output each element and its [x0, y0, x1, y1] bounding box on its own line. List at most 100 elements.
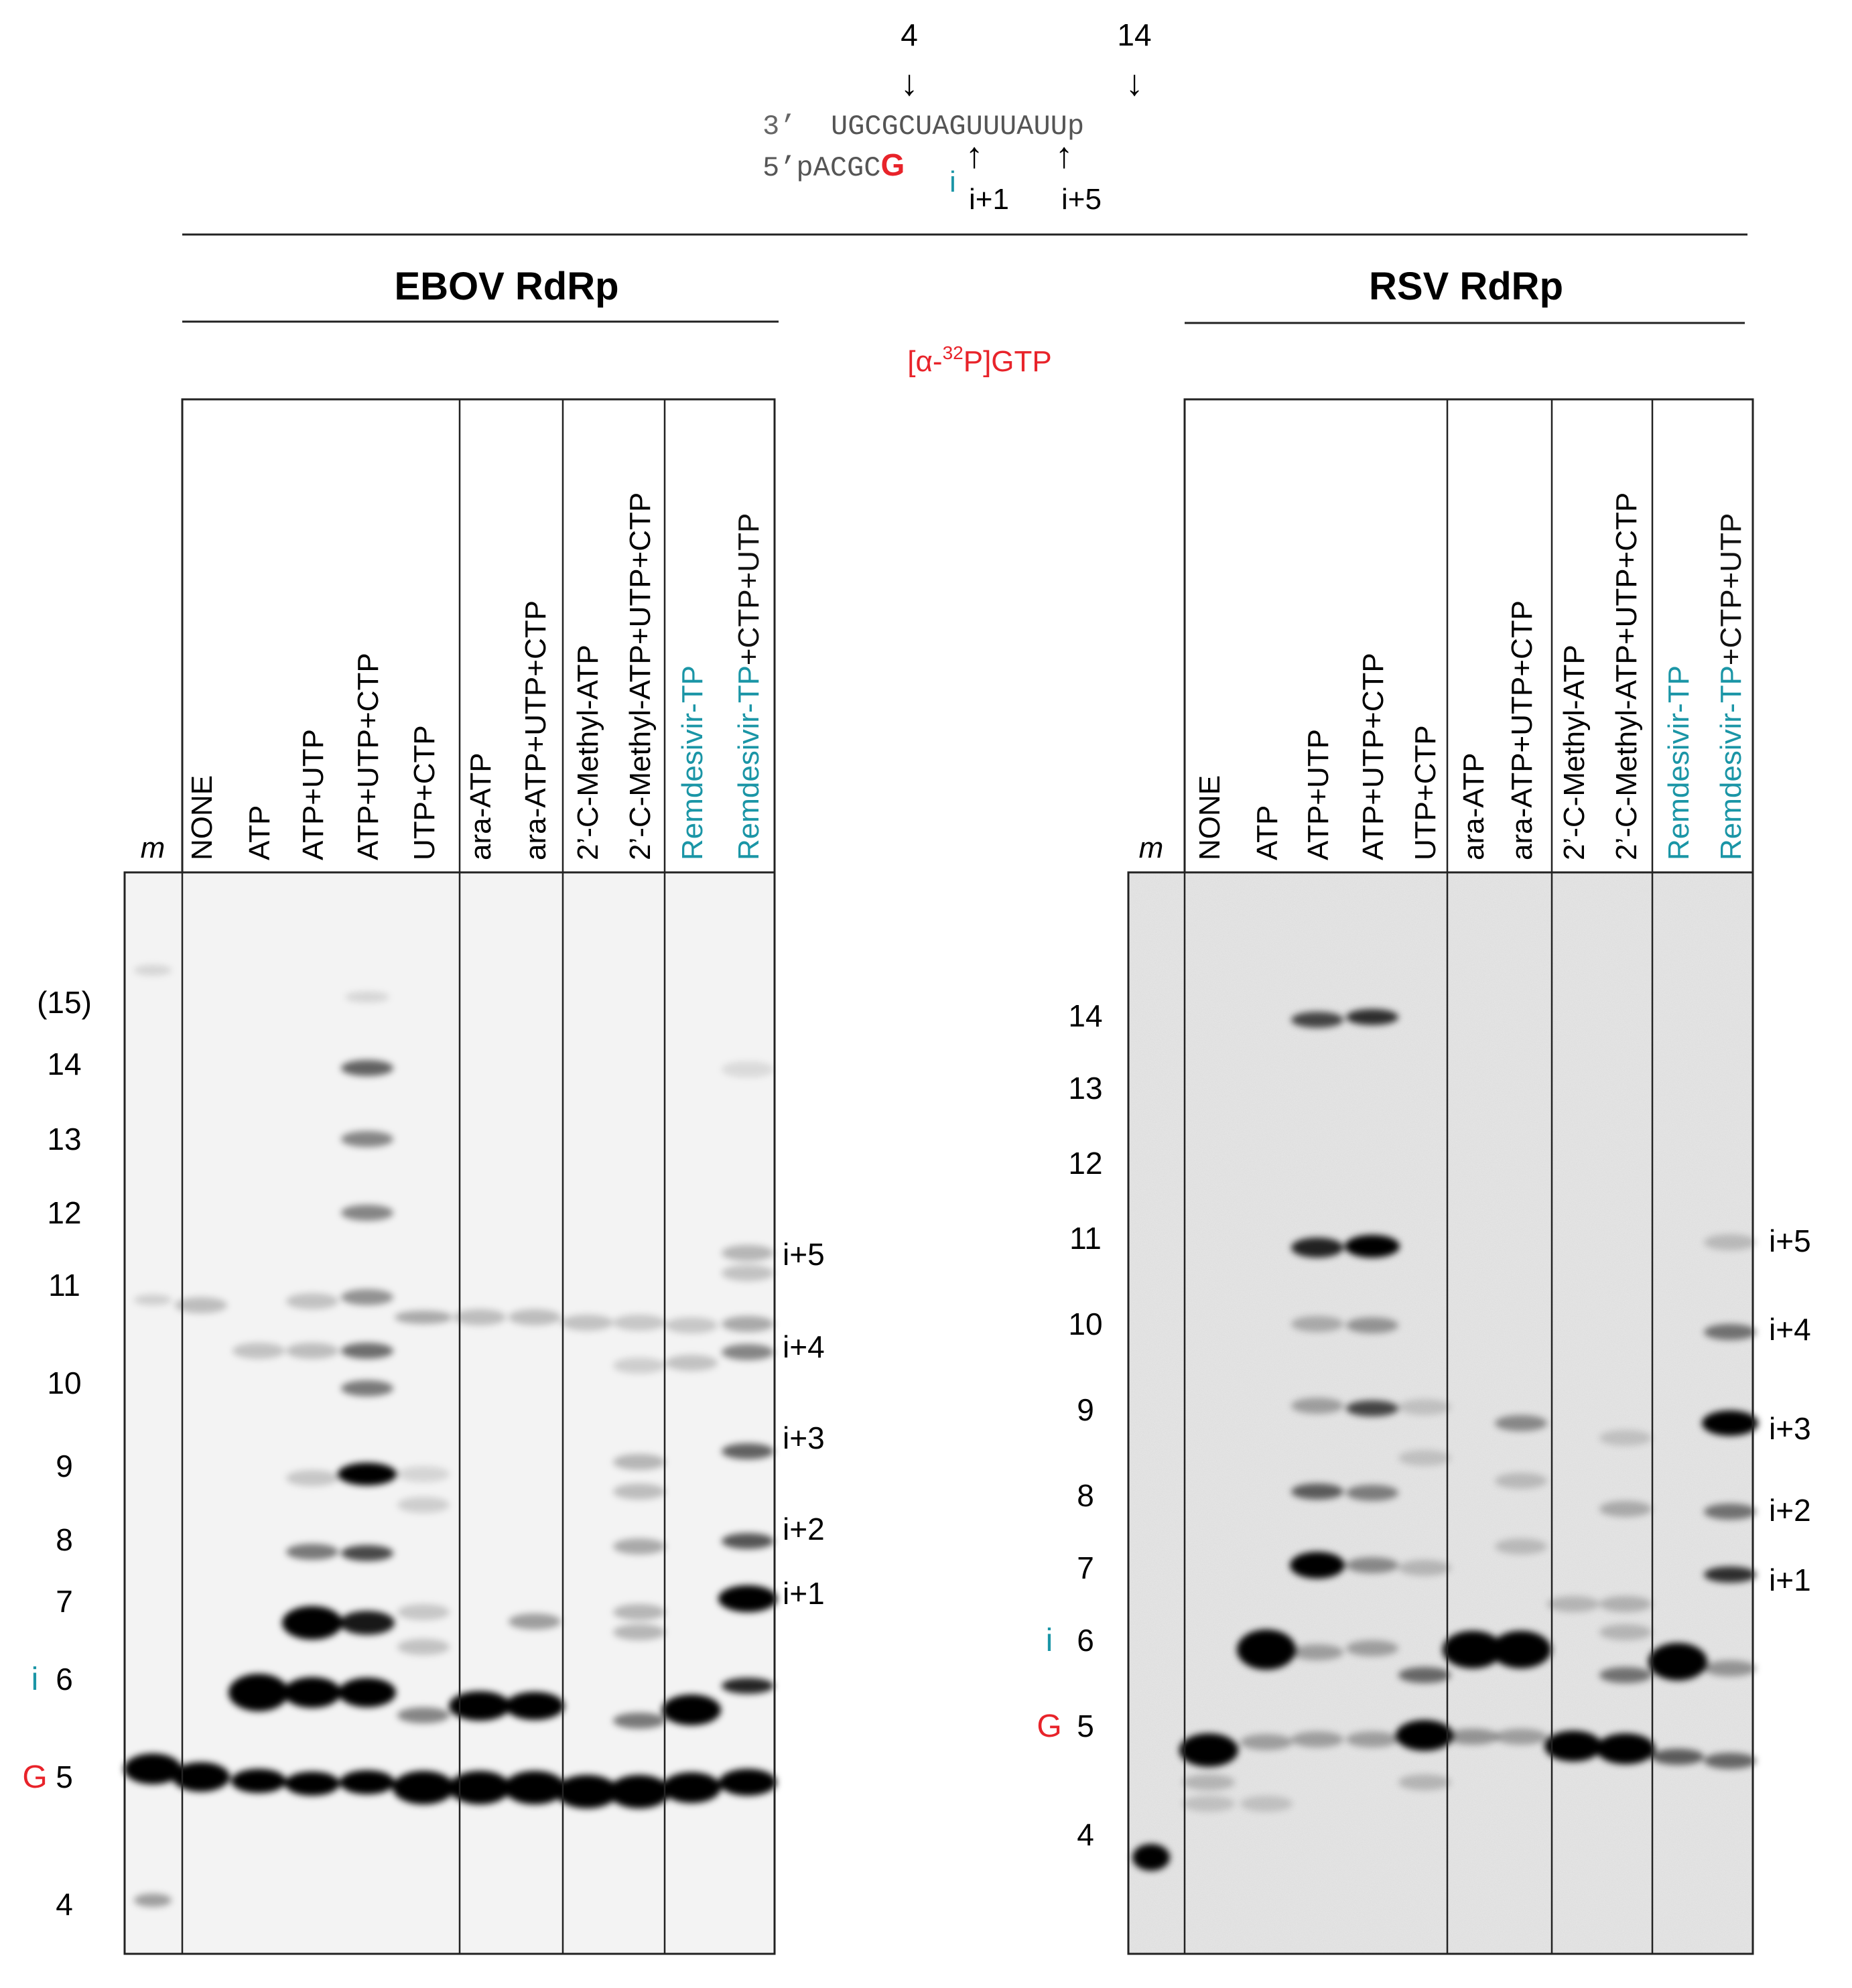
gel-band — [1599, 1430, 1652, 1446]
lane-label: Remdesivir-TP+CTP+UTP — [732, 513, 765, 860]
pos-4-label: 4 — [901, 17, 918, 52]
gel-band — [1132, 1844, 1170, 1871]
gel-band — [1346, 1317, 1398, 1333]
gel-band — [283, 1677, 341, 1708]
gel-bands — [124, 965, 777, 1907]
gel-band — [1183, 1774, 1235, 1790]
product-label: i+5 — [1769, 1223, 1811, 1258]
lane-label: ATP+UTP+CTP — [1357, 653, 1390, 860]
lane-label: ATP — [243, 805, 276, 860]
size-marker-label: 12 — [1068, 1146, 1102, 1181]
gel-band — [1291, 1483, 1343, 1500]
gel-band — [1346, 1640, 1398, 1656]
rsv-gel-panel: m NONE ATP ATP+UTP ATP+UTP+CTP UTP+CTP ara-ATP… — [1127, 398, 1758, 1955]
size-marker-label: 8 — [1077, 1478, 1094, 1513]
gel-band — [231, 1769, 286, 1793]
gel-band — [505, 1692, 564, 1720]
lane-label: 2’-C-Methyl-ATP — [1558, 645, 1591, 860]
size-marker-label: 4 — [56, 1887, 73, 1922]
gel-band — [662, 1772, 721, 1803]
lane-label: 2’-C-Methyl-ATP+UTP+CTP — [1610, 492, 1643, 860]
gel-band — [722, 1061, 774, 1077]
product-label: i+4 — [1769, 1312, 1811, 1347]
size-marker-label: 7 — [1077, 1550, 1094, 1585]
incorporation-site-marker: i — [1046, 1623, 1053, 1658]
size-marker-label: 13 — [47, 1122, 81, 1156]
gel-band — [1291, 1398, 1343, 1414]
ebov-gel-panel: m NONE ATP ATP+UTP ATP+UTP+CTP UTP+CTP ara-ATP… — [123, 398, 777, 1955]
gel-band — [1291, 1012, 1343, 1028]
gel-band — [397, 1466, 450, 1482]
gel-band — [341, 1380, 393, 1396]
pos-14-label: 14 — [1117, 17, 1151, 52]
gel-band — [449, 1771, 511, 1804]
lane-label-rest: +CTP+UTP — [1715, 513, 1747, 665]
gel-band — [341, 1289, 393, 1305]
i-plus-5-label: i+5 — [1061, 183, 1102, 216]
gel-band — [341, 1545, 393, 1561]
gel-band — [1291, 1731, 1343, 1747]
lane-label-analog: Remdesivir-TP — [676, 665, 709, 860]
gel-band — [1495, 1473, 1547, 1489]
gel-band — [397, 1497, 450, 1513]
gel-band — [1183, 1796, 1235, 1812]
ebov-size-markers: (15) 14 13 12 11 10 9 8 7 6i 5G 4 — [22, 985, 92, 1922]
lane-label: UTP+CTP — [408, 725, 441, 860]
gel-band — [613, 1315, 665, 1331]
size-marker-label: 11 — [1069, 1221, 1102, 1256]
gel-band — [286, 1343, 338, 1359]
gel-background — [125, 872, 775, 1954]
gel-band — [397, 1639, 450, 1655]
size-marker-label: 12 — [47, 1195, 81, 1230]
gel-band — [722, 1265, 774, 1281]
size-marker-label: 14 — [47, 1047, 81, 1081]
gel-band — [340, 1770, 395, 1794]
gel-band — [1599, 1596, 1652, 1612]
gel-band — [1346, 1009, 1398, 1025]
size-marker-label: 7 — [56, 1584, 73, 1619]
gel-band — [1237, 1630, 1296, 1670]
strand-3-sequence: UGCGCUAGUUUAUUp — [831, 111, 1084, 143]
size-marker-label: 4 — [1077, 1817, 1094, 1852]
size-marker-label: (15) — [37, 985, 92, 1020]
gel-band — [397, 1604, 450, 1620]
gel-band — [1702, 1410, 1758, 1436]
gel-bands — [1132, 1009, 1758, 1871]
gel-band — [1704, 1753, 1756, 1769]
gel-band — [509, 1309, 561, 1325]
gel-band — [718, 1585, 777, 1612]
gel-band — [1398, 1667, 1451, 1683]
size-marker-label: 10 — [47, 1366, 81, 1400]
template-diagram: 4 14 ↓ ↓ 3’ UGCGCUAGUUUAUUp 5’pACGCG i ↑… — [763, 17, 1152, 216]
gel-band — [613, 1454, 665, 1470]
gel-band — [134, 1894, 172, 1907]
gel-band — [1291, 1238, 1343, 1258]
size-marker-label: 9 — [56, 1449, 73, 1483]
strand-5-i: i — [949, 165, 956, 198]
up-arrow-icon: ↑ — [1055, 135, 1073, 176]
strand-5-sequence: 5’pACGCG — [763, 147, 905, 184]
lane-label: UTP+CTP — [1409, 725, 1442, 860]
gel-band — [1495, 1415, 1547, 1431]
gel-band — [722, 1316, 774, 1332]
gel-band — [1346, 1731, 1398, 1747]
size-marker-label: 5 — [56, 1760, 73, 1794]
lane-label: ATP+UTP — [297, 729, 330, 860]
gel-band — [613, 1483, 665, 1500]
gel-frame — [1127, 871, 1754, 1955]
size-marker-label: 6 — [1077, 1623, 1094, 1658]
gel-band — [504, 1771, 566, 1804]
rsv-product-labels: i+5 i+4 i+3 i+2 i+1 — [1769, 1223, 1811, 1597]
gel-band — [341, 1131, 393, 1147]
down-arrow-icon: ↓ — [1126, 63, 1144, 103]
size-marker-label: 14 — [1068, 998, 1102, 1033]
gel-band — [285, 1772, 340, 1796]
gel-band — [722, 1245, 774, 1261]
gel-frame — [123, 871, 776, 1955]
radiolabel-suffix: P]GTP — [964, 345, 1052, 378]
lane-label: ara-ATP+UTP+CTP — [519, 600, 552, 860]
ebov-product-labels: i+5 i+4 i+3 i+2 i+1 — [783, 1237, 825, 1611]
radiolabel-superscript: 32 — [943, 342, 964, 363]
gel-band — [1291, 1316, 1343, 1332]
lane-label: NONE — [1193, 775, 1226, 860]
